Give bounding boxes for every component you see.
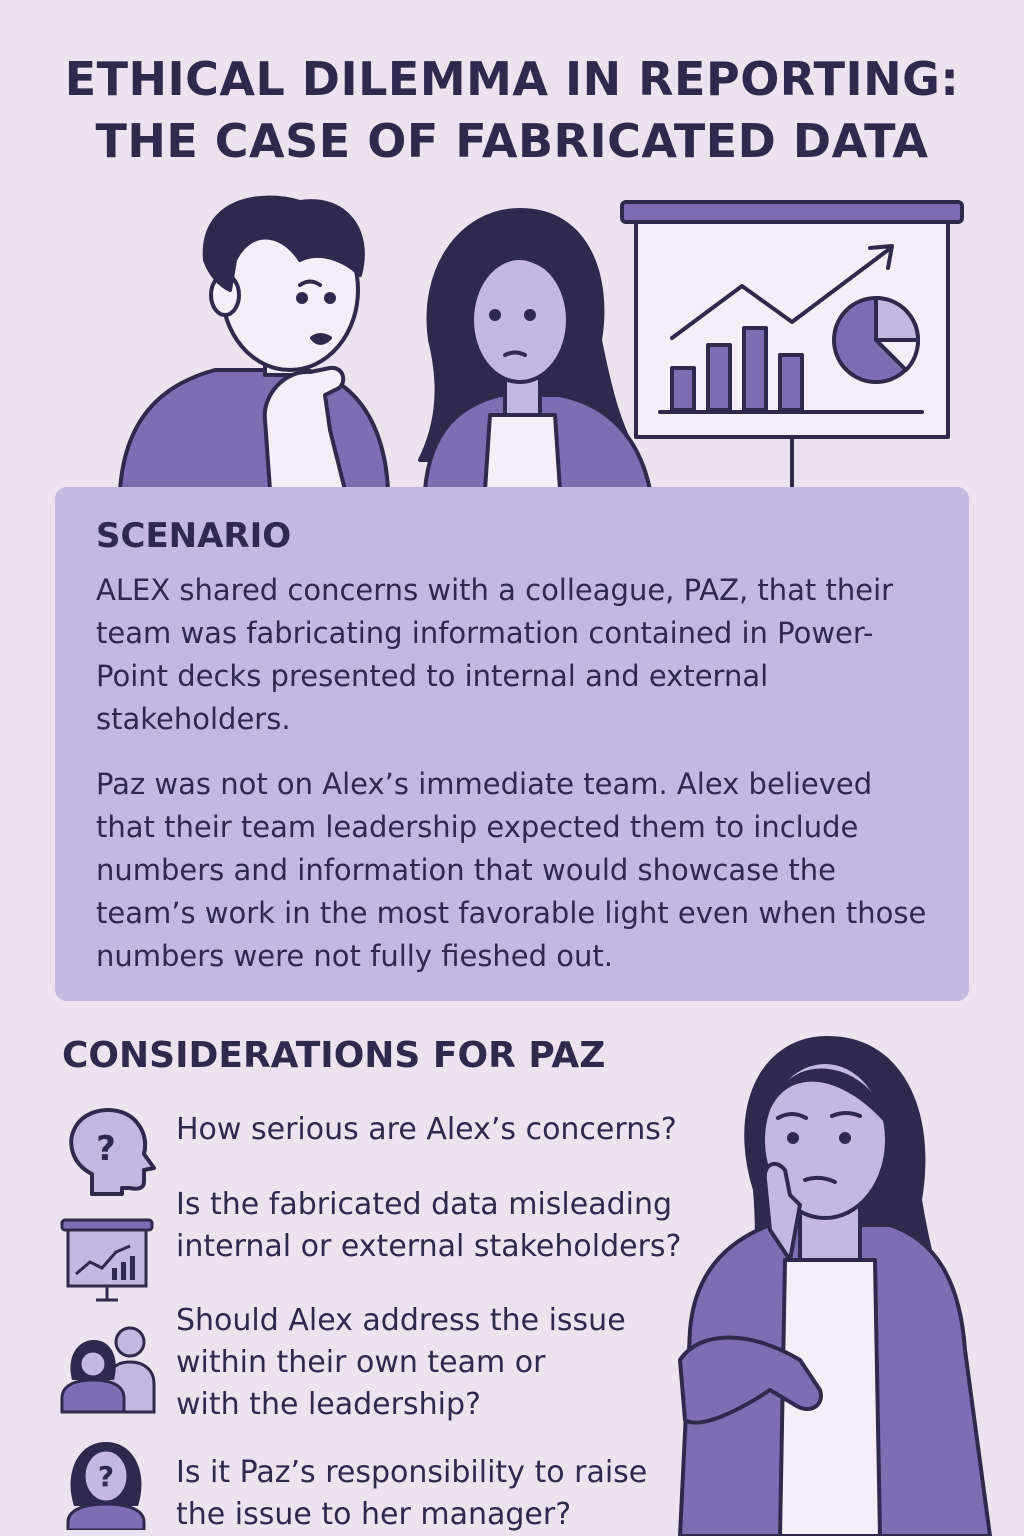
team-people-icon	[60, 1326, 156, 1414]
paz-thinking-illustration	[678, 1035, 992, 1536]
scenario-paragraph-1: ALEX shared concerns with a colleague, P…	[96, 573, 894, 736]
scenario-panel: SCENARIO ALEX shared concerns with a col…	[55, 487, 969, 1001]
alex-figure	[118, 195, 390, 492]
paz-figure	[418, 208, 652, 492]
title-line-1: ETHICAL DILEMMA IN REPORTING:	[64, 52, 960, 106]
svg-text:?: ?	[96, 1129, 116, 1169]
considerations-heading: CONSIDERATIONS FOR PAZ	[62, 1035, 606, 1076]
consideration-item-3: Should Alex address the issue within the…	[176, 1303, 626, 1422]
consideration-item-1: How serious are Alex’s concerns?	[176, 1112, 677, 1147]
presentation-chart-icon	[60, 1218, 154, 1302]
hero-illustration	[118, 195, 964, 492]
consideration-item-2: Is the fabricated data misleading intern…	[176, 1187, 682, 1264]
title-line-2: THE CASE OF FABRICATED DATA	[95, 114, 929, 168]
scenario-heading: SCENARIO	[96, 516, 292, 556]
person-question-icon: ?	[66, 1442, 146, 1530]
presentation-board	[620, 200, 964, 492]
svg-text:?: ?	[98, 1460, 114, 1493]
consideration-item-4: Is it Paz’s responsibility to raise the …	[176, 1455, 648, 1532]
head-question-icon: ?	[69, 1108, 156, 1196]
scenario-paragraph-2: Paz was not on Alex’s immediate team. Al…	[96, 767, 927, 973]
page-title: ETHICAL DILEMMA IN REPORTING: THE CASE O…	[0, 48, 1024, 172]
